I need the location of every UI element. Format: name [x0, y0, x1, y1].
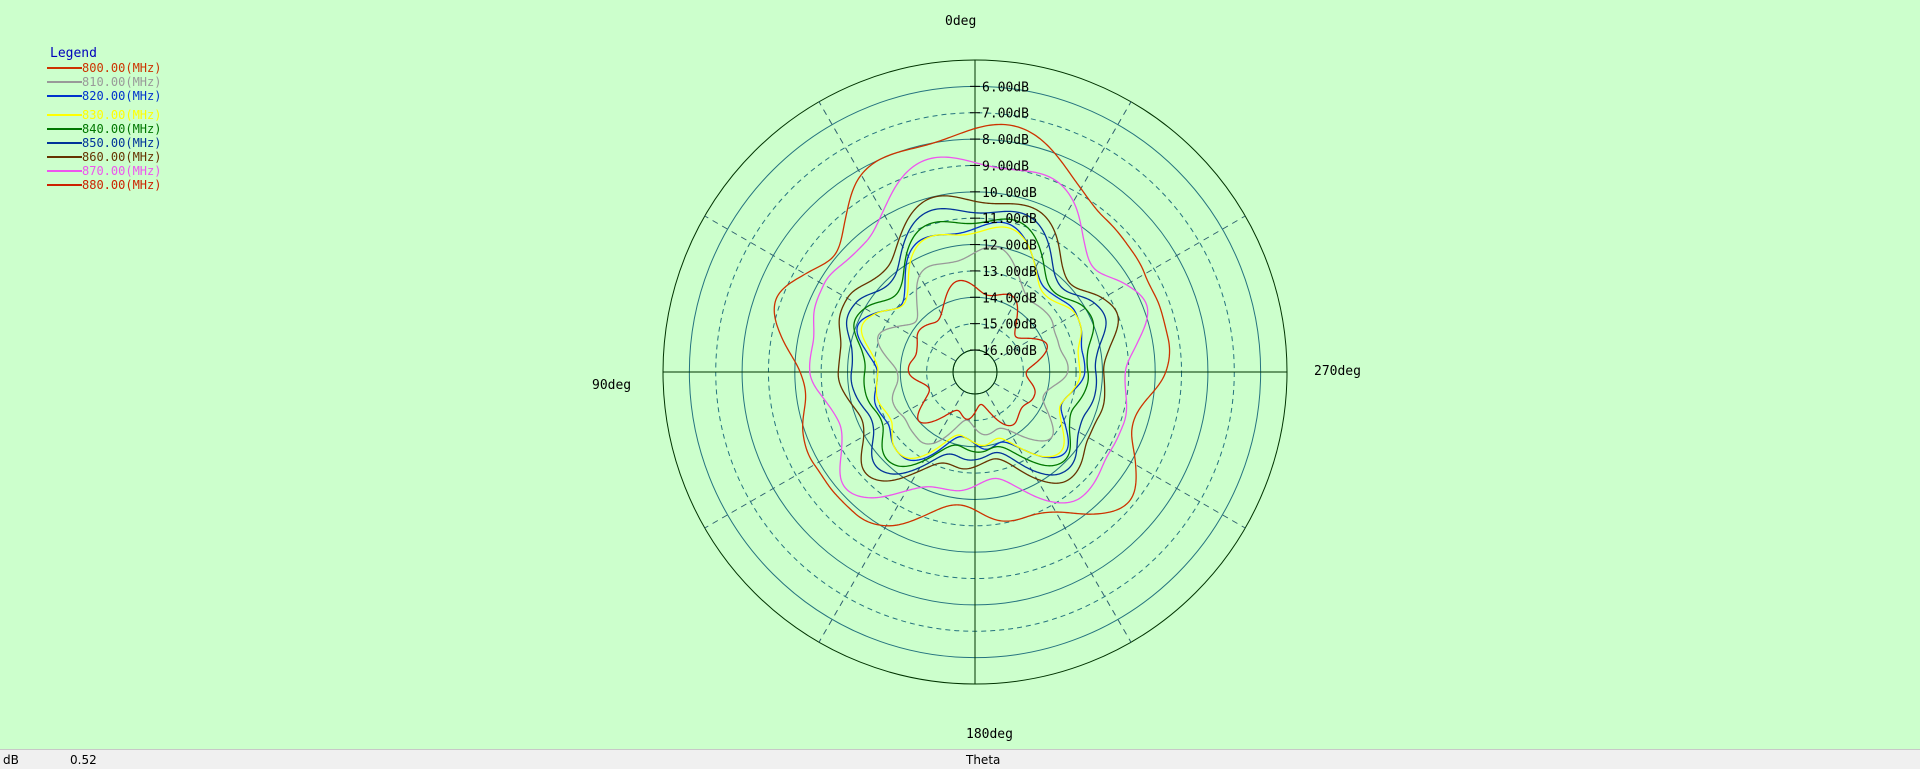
legend-rows: 800.00(MHz) 810.00(MHz) 820.00(MHz) 830.00(…: [47, 61, 187, 192]
series-curve: [837, 195, 1119, 484]
legend-color-swatch: [47, 184, 82, 186]
legend-item-label: 880.00(MHz): [82, 178, 162, 192]
series-curve: [860, 226, 1082, 459]
polar-chart: 6.00dB 7.00dB 8.00dB 9.00dB 10.00dB 11.00dB 12…: [662, 59, 1288, 685]
legend-item-label: 810.00(MHz): [82, 75, 162, 89]
status-bar: dB 0.52 Theta: [0, 749, 1920, 769]
legend-item[interactable]: 840.00(MHz): [47, 122, 187, 136]
radial-tick-label: 10.00dB: [982, 186, 1037, 201]
angle-label-0deg: 0deg: [945, 14, 977, 29]
angle-label-270deg: 270deg: [1314, 364, 1361, 379]
series-curve: [907, 279, 1048, 427]
legend-color-swatch: [47, 142, 82, 144]
legend-item[interactable]: 860.00(MHz): [47, 150, 187, 164]
legend-item-label: 860.00(MHz): [82, 150, 162, 164]
legend-item-label: 840.00(MHz): [82, 122, 162, 136]
legend-item[interactable]: 850.00(MHz): [47, 136, 187, 150]
legend-item[interactable]: 820.00(MHz): [47, 89, 187, 103]
legend-color-swatch: [47, 170, 82, 172]
polar-plot-canvas: Legend 800.00(MHz) 810.00(MHz) 820.00(MHz)…: [47, 14, 1361, 742]
legend-item-label: 870.00(MHz): [82, 164, 162, 178]
legend-color-swatch: [47, 95, 82, 97]
radial-tick-label: 16.00dB: [982, 344, 1037, 359]
legend-item[interactable]: 800.00(MHz): [47, 61, 187, 75]
legend-item[interactable]: 870.00(MHz): [47, 164, 187, 178]
radial-tick-label: 7.00dB: [982, 107, 1029, 122]
legend-item[interactable]: 830.00(MHz): [47, 108, 187, 122]
radial-tick-label: 15.00dB: [982, 318, 1037, 333]
legend-color-swatch: [47, 67, 82, 69]
legend-item-label: 830.00(MHz): [82, 108, 162, 122]
legend-title: Legend: [50, 46, 97, 61]
legend-color-swatch: [47, 128, 82, 130]
radial-tick-label: 9.00dB: [982, 159, 1029, 174]
status-value: 0.52: [70, 753, 97, 767]
radial-tick-labels: 6.00dB 7.00dB 8.00dB 9.00dB 10.00dB 11.00dB 12…: [970, 80, 1037, 359]
legend-item-label: 800.00(MHz): [82, 61, 162, 75]
polar-series-layer: [773, 123, 1171, 527]
series-curve: [853, 218, 1095, 468]
series-curve: [845, 208, 1107, 476]
status-axis-label: Theta: [966, 753, 1001, 767]
legend-item[interactable]: 810.00(MHz): [47, 75, 187, 89]
legend-item-label: 820.00(MHz): [82, 89, 162, 103]
series-curve: [773, 123, 1171, 527]
radial-tick-label: 6.00dB: [982, 80, 1029, 95]
status-unit-label: dB: [3, 753, 19, 767]
series-curve: [877, 245, 1069, 445]
radial-tick-label: 11.00dB: [982, 212, 1037, 227]
legend-item[interactable]: 880.00(MHz): [47, 178, 187, 192]
series-curve: [856, 221, 1086, 462]
angle-label-180deg: 180deg: [966, 727, 1013, 742]
legend: Legend 800.00(MHz) 810.00(MHz) 820.00(MHz)…: [47, 47, 187, 192]
radial-tick-label: 13.00dB: [982, 265, 1037, 280]
angle-label-90deg: 90deg: [592, 378, 632, 393]
series-curve: [808, 156, 1149, 504]
radial-tick-label: 8.00dB: [982, 133, 1029, 148]
legend-color-swatch: [47, 114, 82, 116]
radial-tick-label: 14.00dB: [982, 291, 1037, 306]
polar-grid: [662, 59, 1288, 685]
legend-color-swatch: [47, 156, 82, 158]
legend-color-swatch: [47, 81, 82, 83]
radial-tick-label: 12.00dB: [982, 239, 1037, 254]
legend-item-label: 850.00(MHz): [82, 136, 162, 150]
